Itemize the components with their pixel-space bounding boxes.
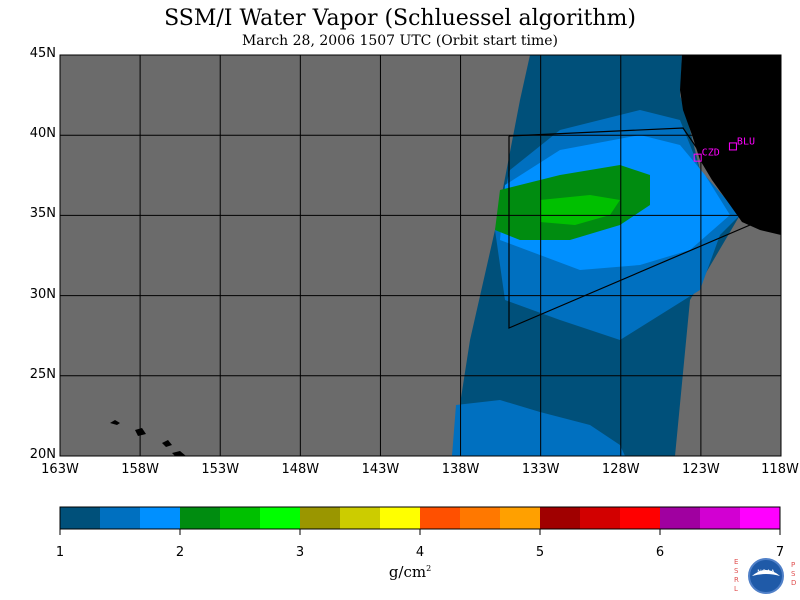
station-label: CZD <box>702 148 720 159</box>
latitude-label: 45N <box>29 46 56 61</box>
hawaii-island-1 <box>110 420 120 425</box>
station-markers: CZD BLU <box>693 136 755 162</box>
colorbar-cell <box>180 507 221 529</box>
longitude-label: 118W <box>761 462 799 477</box>
map-frame <box>59 54 782 457</box>
colorbar-tick-label: 7 <box>775 545 785 560</box>
colorbar-tick-label: 2 <box>175 545 185 560</box>
latitude-label: 30N <box>29 286 56 302</box>
page-subtitle: March 28, 2006 1507 UTC (Orbit start tim… <box>241 33 559 49</box>
longitude-label: 153W <box>201 462 240 477</box>
noaa-bird-icon <box>752 570 780 576</box>
longitude-label: 158W <box>121 462 159 477</box>
colorbar-tick-label: 4 <box>415 545 425 560</box>
grid-lines <box>60 55 781 456</box>
logo-center-text: NOAA <box>757 569 775 576</box>
hawaii-island-3 <box>162 440 172 447</box>
longitude-label: 138W <box>441 462 480 477</box>
longitude-label: 133W <box>521 462 560 477</box>
longitude-label: 163W <box>41 462 79 477</box>
latitude-label: 40N <box>29 126 56 142</box>
colorbar-cell <box>140 507 181 529</box>
page-title: SSM/I Water Vapor (Schluessel algorithm) <box>164 6 636 31</box>
hawaii-island-4 <box>172 451 186 456</box>
colorbar-tick-label: 3 <box>295 545 305 560</box>
station-marker <box>728 142 737 151</box>
colorbar-cell <box>500 507 541 529</box>
unit-text: g/cm <box>388 563 427 581</box>
station-label: BLU <box>737 136 755 147</box>
colorbar-cell <box>420 507 461 529</box>
longitude-label: 148W <box>281 462 320 477</box>
longitude-label: 128W <box>601 462 640 477</box>
colorbar-tick-label: 5 <box>535 545 545 560</box>
colorbar-cell <box>580 507 621 529</box>
longitude-label: 123W <box>682 462 720 477</box>
longitude-label: 143W <box>361 462 400 477</box>
swath-band-medium-south <box>452 400 625 456</box>
latitude-label: 35N <box>29 206 56 222</box>
colorbar-tick-label: 6 <box>655 545 665 560</box>
colorbar-cell <box>540 507 581 529</box>
unit-label: g/cm2 <box>380 563 440 581</box>
colorbar-cell <box>740 507 781 529</box>
latitude-label: 25N <box>29 366 56 382</box>
unit-superscript: 2 <box>426 564 432 573</box>
colorbar <box>59 506 781 535</box>
swath-band-green-core <box>540 195 620 225</box>
colorbar-cell <box>60 507 101 529</box>
domain-outline <box>508 127 751 329</box>
colorbar-cell <box>340 507 381 529</box>
noaa-emblem-icon <box>748 558 784 594</box>
colorbar-cell <box>460 507 501 529</box>
colorbar-cell <box>700 507 741 529</box>
latitude-label: 20N <box>29 447 56 462</box>
colorbar-cell <box>300 507 341 529</box>
colorbar-tick-label: 1 <box>55 545 65 560</box>
colorbar-cell <box>660 507 701 529</box>
colorbar-cell <box>100 507 141 529</box>
colorbar-cell <box>220 507 261 529</box>
colorbar-cell <box>260 507 301 529</box>
station-marker <box>693 153 702 162</box>
colorbar-cell <box>380 507 421 529</box>
colorbar-cell <box>620 507 661 529</box>
land-mass-north-america <box>680 55 781 235</box>
